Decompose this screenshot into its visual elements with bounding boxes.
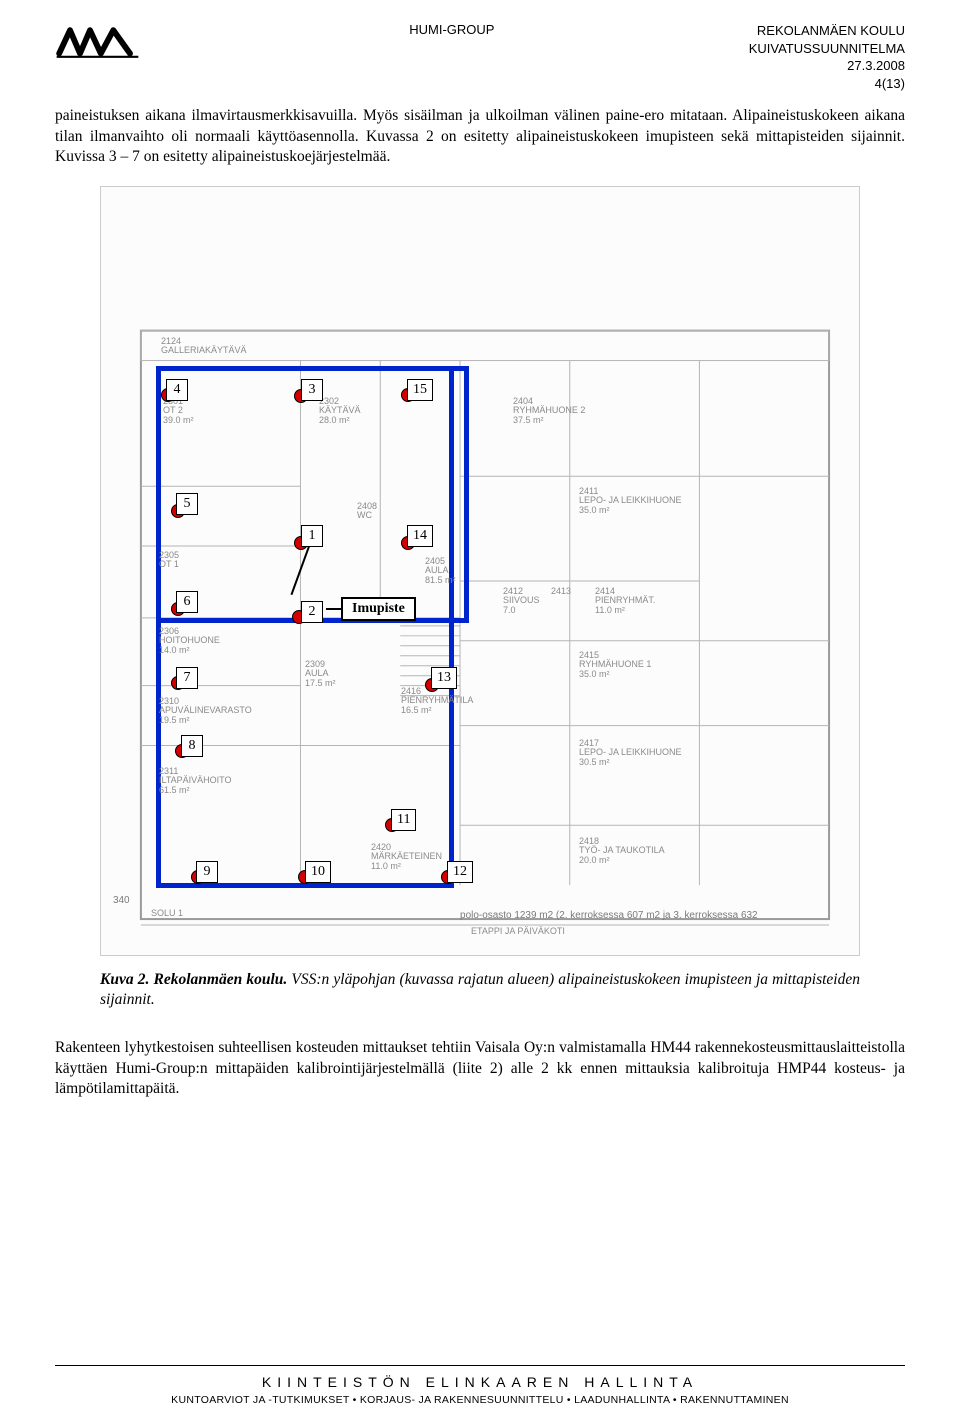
room-label: 2417LEPO- JA LEIKKIHUONE30.5 m² xyxy=(579,739,682,769)
room-label: 2311ILTAPÄIVÄHOITO61.5 m² xyxy=(159,767,232,797)
page-footer: KIINTEISTÖN ELINKAAREN HALLINTA KUNTOARV… xyxy=(0,1365,960,1406)
room-label: 2309AULA17.5 m² xyxy=(305,660,336,690)
room-label: SOLU 1 xyxy=(151,909,183,919)
header-page: 4(13) xyxy=(749,75,905,93)
room-label: 2415RYHMÄHUONE 135.0 m² xyxy=(579,651,651,681)
marker-7: 7 xyxy=(176,667,198,689)
header-right: REKOLANMÄEN KOULU KUIVATUSSUUNNITELMA 27… xyxy=(749,20,905,92)
floor-plan: 340 polo-osasto 1239 m2 (2. kerroksessa … xyxy=(100,186,860,956)
room-label: 2411LEPO- JA LEIKKIHUONE35.0 m² xyxy=(579,487,682,517)
marker-2: 2 xyxy=(301,601,323,623)
room-label: 2305OT 1 xyxy=(159,551,179,571)
header-date: 27.3.2008 xyxy=(749,57,905,75)
room-label: 2412SIIVOUS7.0 xyxy=(503,587,540,617)
footer-sub: KUNTOARVIOT JA -TUTKIMUKSET • KORJAUS- J… xyxy=(0,1394,960,1406)
marker-10: 10 xyxy=(305,861,331,883)
room-label: 2302KÄYTÄVÄ28.0 m² xyxy=(319,397,361,427)
room-label: 2306HOITOHUONE14.0 m² xyxy=(159,627,220,657)
marker-5: 5 xyxy=(176,493,198,515)
room-label: 2416PIENRYHMÄTILA16.5 m² xyxy=(401,687,473,717)
marker-4: 4 xyxy=(166,379,188,401)
marker-9: 9 xyxy=(196,861,218,883)
svg-text:340: 340 xyxy=(113,895,130,906)
marker-12: 12 xyxy=(447,861,473,883)
imupiste-label: Imupiste xyxy=(341,597,416,621)
room-label: 2413 xyxy=(551,587,571,597)
logo xyxy=(55,20,155,67)
marker-14: 14 xyxy=(407,525,433,547)
marker-8: 8 xyxy=(181,735,203,757)
marker-13: 13 xyxy=(431,667,457,689)
study-area-outline xyxy=(156,366,469,623)
figure-caption: Kuva 2. Rekolanmäen koulu. VSS:n yläpohj… xyxy=(100,970,860,1011)
header-center: HUMI-GROUP xyxy=(409,20,494,37)
marker-1: 1 xyxy=(301,525,323,547)
room-label: 2414PIENRYHMÄT.11.0 m² xyxy=(595,587,655,617)
header-doc: KUIVATUSSUUNNITELMA xyxy=(749,40,905,58)
room-label: ETAPPI JA PÄIVÄKOTI xyxy=(471,927,565,937)
marker-6: 6 xyxy=(176,591,198,613)
marker-11: 11 xyxy=(391,809,416,831)
room-label: 2405AULA81.5 m² xyxy=(425,557,456,587)
marker-15: 15 xyxy=(407,379,433,401)
room-label: 2310APUVÄLINEVARASTO19.5 m² xyxy=(159,697,252,727)
page-header: HUMI-GROUP REKOLANMÄEN KOULU KUIVATUSSUU… xyxy=(55,20,905,92)
room-label: 2404RYHMÄHUONE 237.5 m² xyxy=(513,397,585,427)
room-label: 2124GALLERIAKÄYTÄVÄ xyxy=(161,337,247,357)
svg-text:polo-osasto 1239 m2 (2. kerrok: polo-osasto 1239 m2 (2. kerroksessa 607 … xyxy=(460,910,758,921)
footer-main: KIINTEISTÖN ELINKAAREN HALLINTA xyxy=(0,1374,960,1390)
room-label: 2408WC xyxy=(357,502,377,522)
figure-2: 340 polo-osasto 1239 m2 (2. kerroksessa … xyxy=(100,186,860,1011)
header-project: REKOLANMÄEN KOULU xyxy=(749,22,905,40)
room-label: 2420MÄRKÄETEINEN11.0 m² xyxy=(371,843,442,873)
room-label: 2418TYÖ- JA TAUKOTILA20.0 m² xyxy=(579,837,665,867)
paragraph-2: Rakenteen lyhytkestoisen suhteellisen ko… xyxy=(55,1038,905,1099)
footer-rule xyxy=(55,1365,905,1366)
marker-3: 3 xyxy=(301,379,323,401)
caption-label: Kuva 2. Rekolanmäen koulu. xyxy=(100,971,287,988)
paragraph-1: paineistuksen aikana ilmavirtausmerkkisa… xyxy=(55,106,905,167)
